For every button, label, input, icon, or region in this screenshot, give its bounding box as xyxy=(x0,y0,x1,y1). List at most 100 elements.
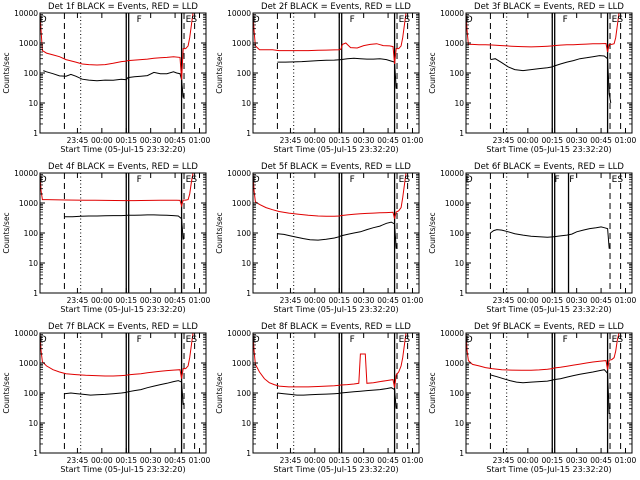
y-tick-label: 10 xyxy=(454,419,464,428)
reference-lines xyxy=(63,173,206,293)
y-tick-label: 1 xyxy=(33,449,38,458)
x-tick-label: 00:30 xyxy=(566,296,588,305)
x-axis-label: Start Time (05-Jul-15 23:32:20) xyxy=(273,145,398,154)
data-series xyxy=(466,333,620,415)
x-tick-label: 23:45 xyxy=(280,296,302,305)
y-tick-label: 100 xyxy=(237,69,252,78)
y-tick-label: 1000 xyxy=(445,39,464,48)
y-tick-label: 100 xyxy=(450,69,465,78)
data-series xyxy=(466,13,620,104)
event-marker-label: ES xyxy=(399,175,411,185)
data-series xyxy=(253,333,407,409)
x-tick-label: 00:00 xyxy=(91,136,113,145)
panel-title: Det 3f BLACK = Events, RED = LLD xyxy=(474,2,624,12)
lld-line xyxy=(466,333,620,371)
x-tick-label: 00:30 xyxy=(140,456,162,465)
reference-lines xyxy=(489,13,632,133)
x-tick-label: 00:45 xyxy=(590,456,612,465)
y-axis-label: Counts/sec xyxy=(2,212,11,253)
x-tick-label: 23:45 xyxy=(493,296,515,305)
event-marker-label: D xyxy=(253,335,260,345)
y-tick-label: 1 xyxy=(459,289,464,298)
x-tick-label: 00:00 xyxy=(517,136,539,145)
data-series xyxy=(253,173,407,249)
event-marker-label: D xyxy=(253,15,260,25)
y-tick-label: 10 xyxy=(241,99,251,108)
y-tick-label: 10 xyxy=(454,99,464,108)
x-tick-label: 01:00 xyxy=(402,456,424,465)
plot-frame xyxy=(39,12,207,134)
x-tick-label: 23:45 xyxy=(67,296,89,305)
x-tick-label: 00:30 xyxy=(140,296,162,305)
event-marker-label: F xyxy=(350,335,355,345)
events-line xyxy=(43,70,184,98)
x-tick-label: 23:45 xyxy=(493,136,515,145)
y-tick-label: 1 xyxy=(33,129,38,138)
x-tick-label: 00:00 xyxy=(517,456,539,465)
events-line xyxy=(277,387,397,409)
x-tick-label: 00:00 xyxy=(304,296,326,305)
plot-frame xyxy=(465,332,633,454)
panel-title: Det 4f BLACK = Events, RED = LLD xyxy=(48,162,198,172)
y-tick-label: 10000 xyxy=(14,9,38,18)
x-tick-label: 00:45 xyxy=(377,456,399,465)
y-axis-label: Counts/sec xyxy=(428,372,437,413)
x-tick-label: 23:45 xyxy=(67,136,89,145)
x-tick-label: 01:00 xyxy=(615,456,637,465)
plot-frame xyxy=(252,172,420,294)
lld-line xyxy=(40,13,194,80)
y-tick-label: 1 xyxy=(33,289,38,298)
x-axis-label: Start Time (05-Jul-15 23:32:20) xyxy=(486,305,611,314)
y-tick-label: 100 xyxy=(450,229,465,238)
reference-lines xyxy=(63,333,206,453)
event-marker-label: ES xyxy=(612,175,624,185)
event-marker-label: ES xyxy=(399,15,411,25)
y-tick-label: 1000 xyxy=(19,359,38,368)
x-tick-label: 00:15 xyxy=(541,456,563,465)
panel-title: Det 2f BLACK = Events, RED = LLD xyxy=(261,2,411,12)
event-marker-label: F xyxy=(137,15,142,25)
events-line xyxy=(490,369,610,415)
x-tick-label: 00:15 xyxy=(541,296,563,305)
x-axis-label: Start Time (05-Jul-15 23:32:20) xyxy=(273,465,398,474)
y-axis-label: Counts/sec xyxy=(215,372,224,413)
y-tick-label: 100 xyxy=(237,229,252,238)
x-tick-label: 01:00 xyxy=(189,136,211,145)
x-tick-label: 00:15 xyxy=(328,136,350,145)
x-tick-label: 00:30 xyxy=(566,456,588,465)
x-tick-label: 01:00 xyxy=(615,136,637,145)
plot-frame xyxy=(252,332,420,454)
x-tick-label: 00:15 xyxy=(328,456,350,465)
events-line xyxy=(277,57,397,89)
y-tick-label: 1000 xyxy=(232,199,251,208)
data-series xyxy=(40,333,194,405)
x-tick-label: 00:15 xyxy=(541,136,563,145)
event-marker-label: D xyxy=(466,15,473,25)
reference-lines xyxy=(276,13,419,133)
x-tick-label: 00:00 xyxy=(517,296,539,305)
y-tick-label: 100 xyxy=(450,389,465,398)
y-tick-label: 1000 xyxy=(19,39,38,48)
event-marker-label: ES xyxy=(186,15,198,25)
lld-line xyxy=(40,333,194,379)
x-axis-label: Start Time (05-Jul-15 23:32:20) xyxy=(273,305,398,314)
y-tick-label: 10 xyxy=(28,419,38,428)
event-marker-label: F xyxy=(555,175,560,185)
x-tick-label: 01:00 xyxy=(615,296,637,305)
events-line xyxy=(490,55,612,104)
y-tick-label: 10000 xyxy=(440,329,464,338)
lld-line xyxy=(466,13,620,53)
event-marker-label: D xyxy=(466,175,473,185)
y-tick-label: 10 xyxy=(241,259,251,268)
event-marker-label: ES xyxy=(612,15,624,25)
events-line xyxy=(277,221,397,249)
reference-lines xyxy=(276,173,419,293)
event-marker-label: ES xyxy=(186,335,198,345)
event-marker-label: D xyxy=(40,175,47,185)
x-tick-label: 00:15 xyxy=(115,296,137,305)
